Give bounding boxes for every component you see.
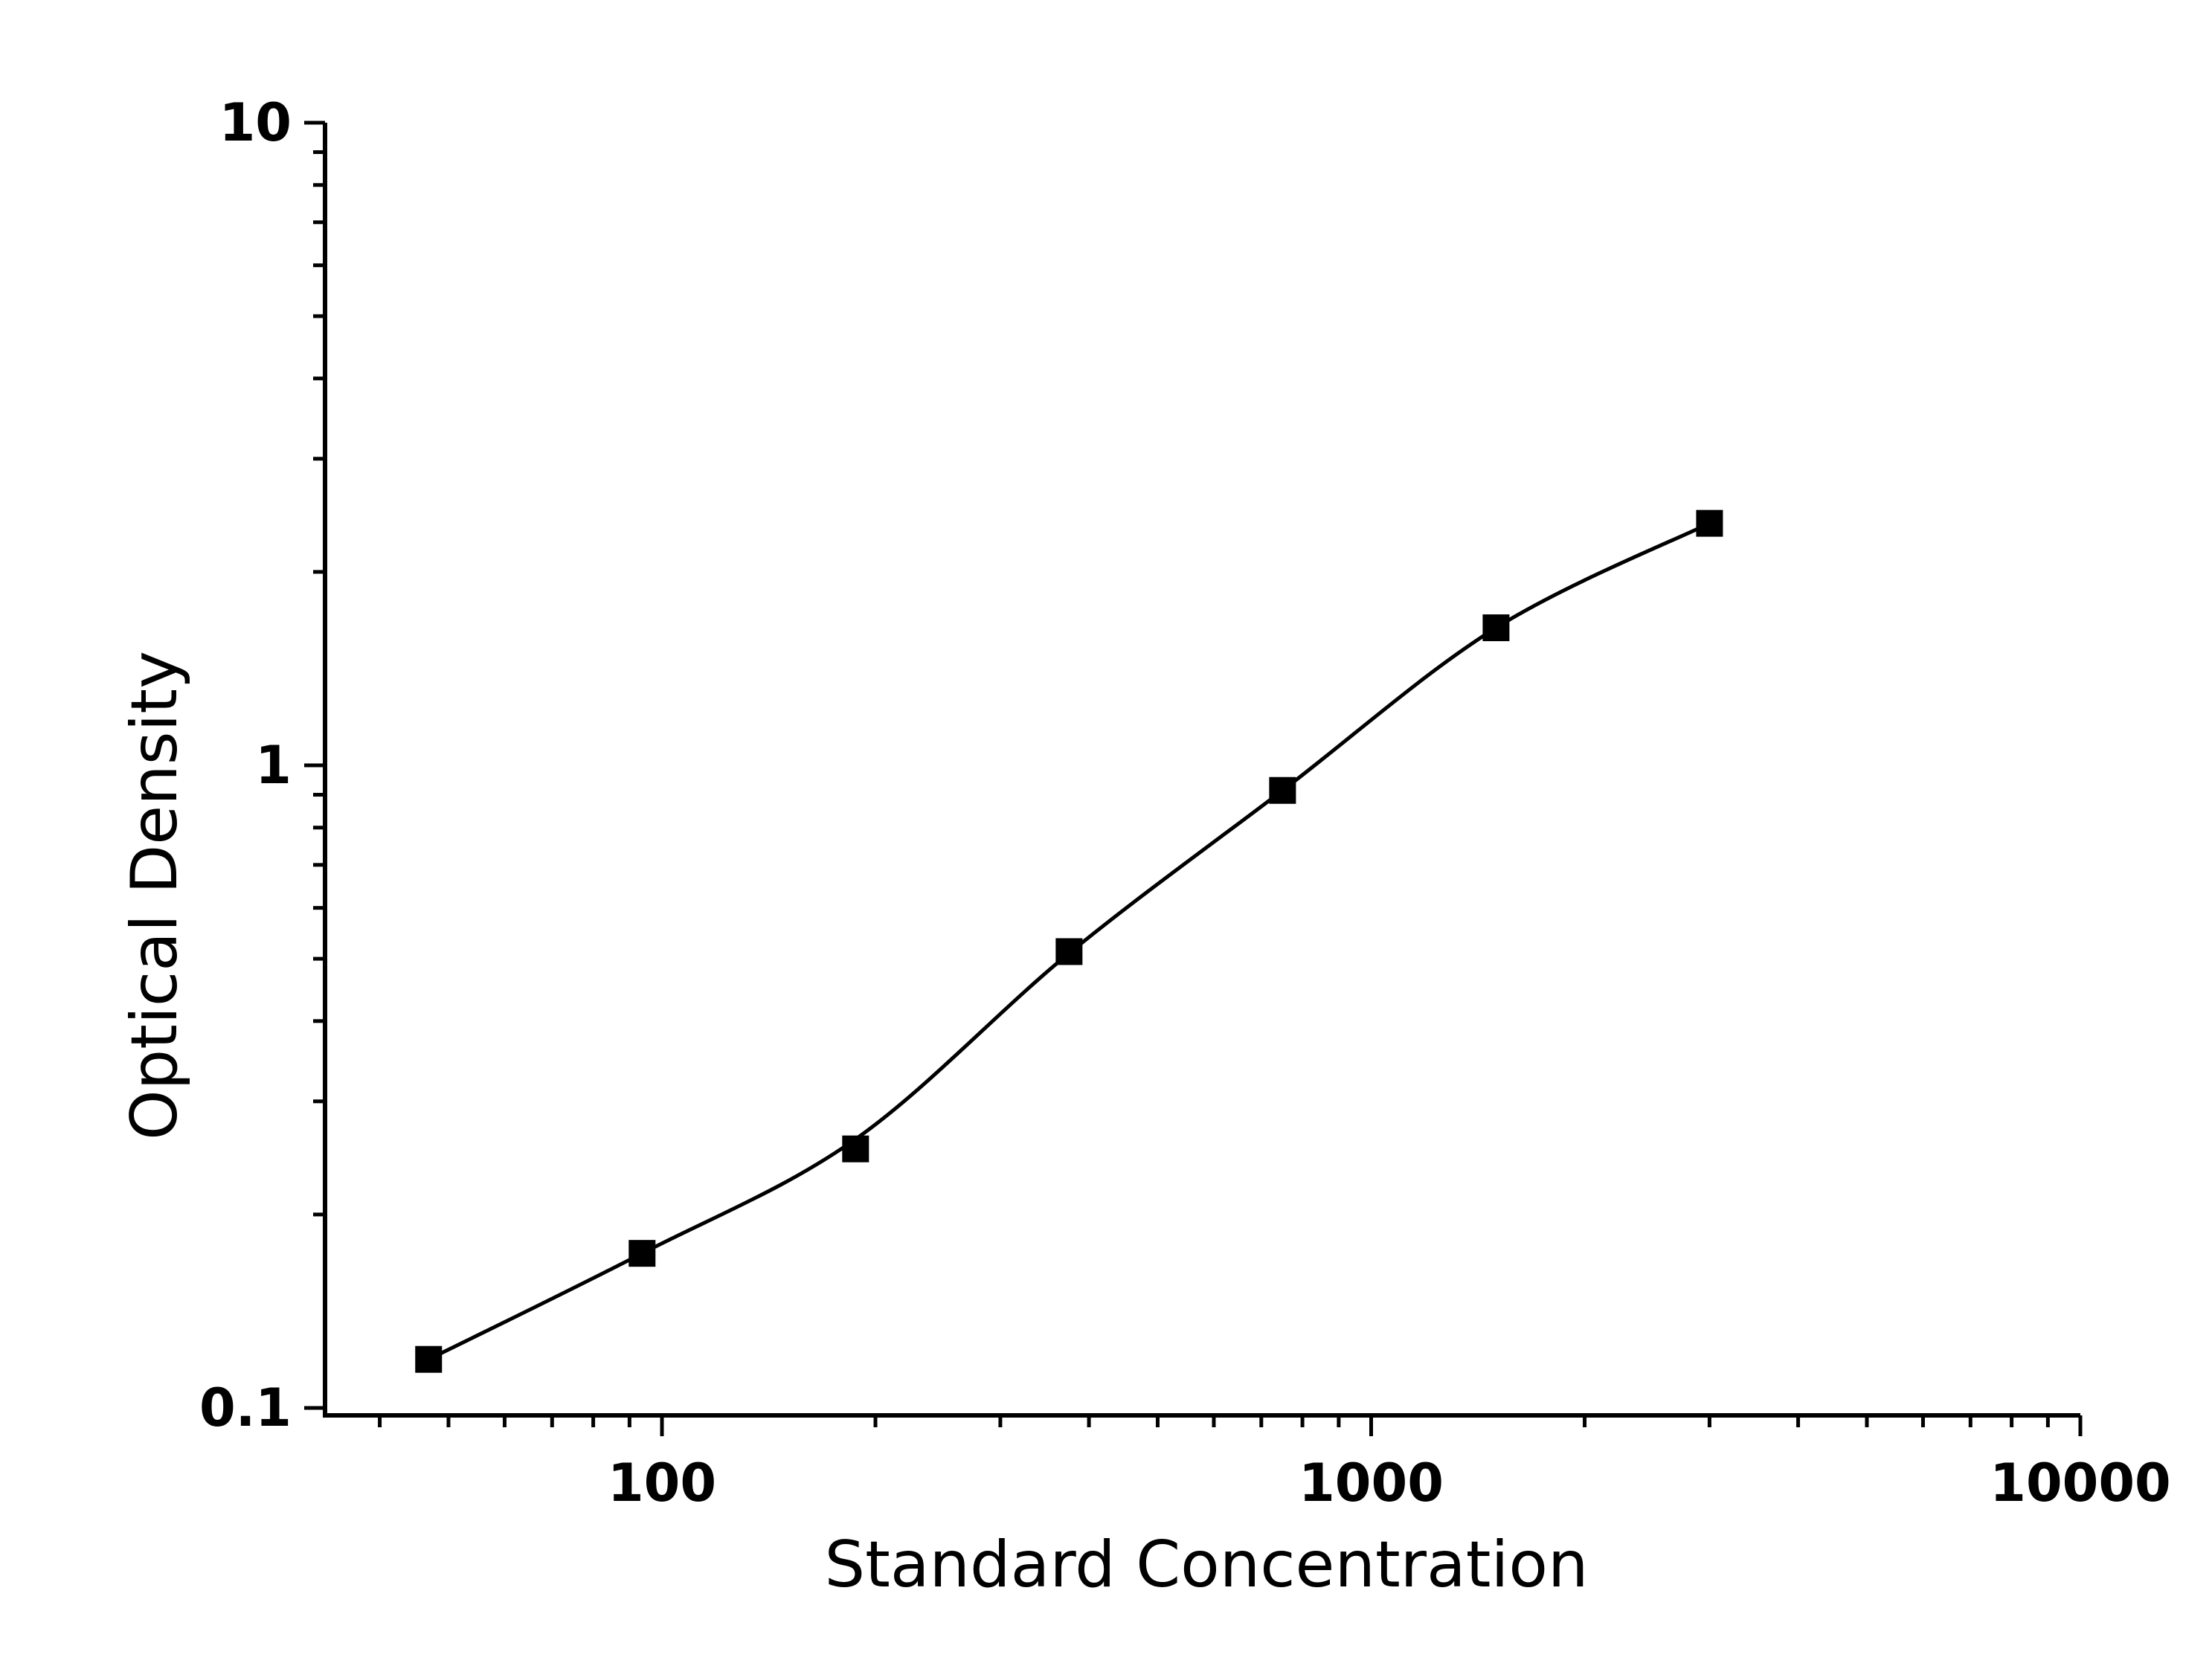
data-point [1482,614,1510,642]
data-point [1696,509,1723,537]
x-axis-title: Standard Concentration [825,1528,1589,1602]
labels-layer: 0.1 1 10 100 1000 10000 Standard Concentration… [118,92,2171,1602]
y-tick-label: 10 [219,92,292,153]
data-point [1055,938,1083,965]
data-point [1269,776,1296,804]
data-point [628,1240,656,1267]
y-axis-title: Optical Density [118,651,192,1140]
y-tick-label: 1 [255,735,292,796]
data-points-layer [415,509,1723,1373]
data-point [415,1345,443,1373]
y-tick-label: 0.1 [199,1377,292,1438]
x-tick-label: 10000 [1990,1453,2171,1514]
axes [304,120,2083,1436]
data-point [842,1135,869,1162]
x-tick-label: 100 [608,1453,716,1514]
x-tick-label: 1000 [1299,1453,1444,1514]
